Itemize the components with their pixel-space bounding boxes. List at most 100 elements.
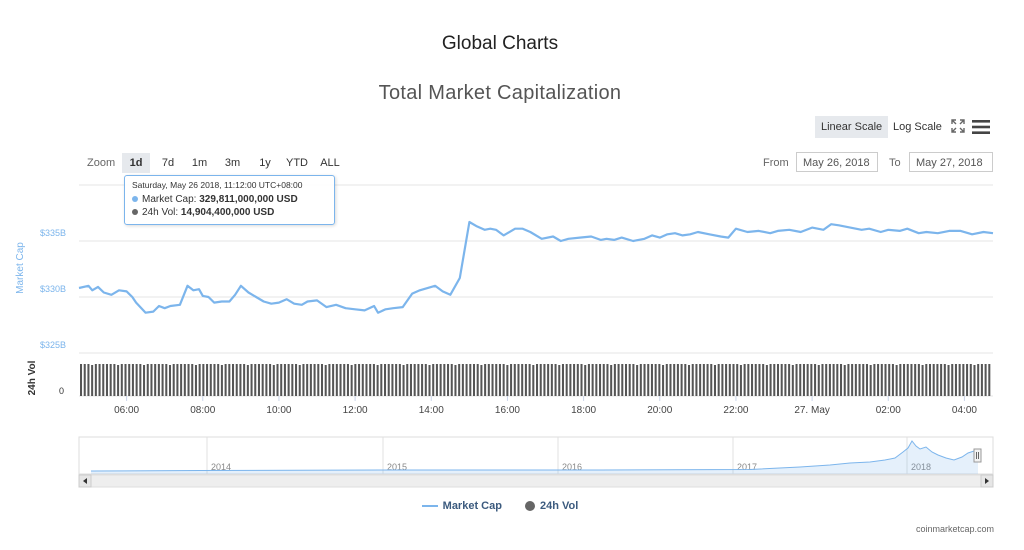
volume-bar bbox=[472, 364, 476, 396]
volume-bar bbox=[873, 364, 876, 396]
volume-bar bbox=[346, 364, 349, 396]
volume-bar bbox=[287, 364, 290, 396]
volume-bar bbox=[384, 364, 387, 396]
volume-bar bbox=[617, 364, 620, 396]
volume-bar bbox=[665, 364, 668, 396]
dot-icon bbox=[525, 501, 536, 512]
scrollbar-track[interactable] bbox=[78, 474, 994, 488]
volume-bar bbox=[217, 364, 220, 396]
volume-bar bbox=[758, 364, 761, 396]
volume-bar bbox=[313, 364, 316, 396]
volume-bar bbox=[602, 364, 605, 396]
zoom-button-ytd[interactable]: YTD bbox=[286, 157, 308, 169]
volume-bar bbox=[910, 364, 913, 396]
volume-bar bbox=[339, 364, 342, 396]
from-date-input[interactable]: May 26, 2018 bbox=[796, 152, 878, 172]
x-tick-label: 20:00 bbox=[647, 405, 672, 416]
linear-scale-button[interactable]: Linear Scale bbox=[815, 116, 889, 138]
volume-bar bbox=[773, 364, 776, 396]
volume-bar bbox=[524, 364, 527, 396]
legend-item-market-cap[interactable]: Market Cap bbox=[421, 500, 502, 512]
volume-bar bbox=[654, 364, 657, 396]
volume-bar bbox=[888, 364, 891, 396]
tooltip-market-cap-row: Market Cap: 329,811,000,000 USD bbox=[132, 193, 327, 206]
volume-bar bbox=[784, 364, 787, 396]
zoom-button-1m[interactable]: 1m bbox=[191, 157, 208, 169]
volume-bar bbox=[743, 364, 746, 396]
volume-bar bbox=[324, 365, 327, 396]
zoom-button-1d[interactable]: 1d bbox=[122, 153, 150, 173]
credits-link[interactable]: coinmarketcap.com bbox=[915, 524, 994, 534]
x-tick-label: 02:00 bbox=[876, 405, 901, 416]
volume-bar bbox=[587, 364, 590, 396]
volume-bar bbox=[684, 364, 687, 396]
volume-bar bbox=[235, 364, 238, 396]
volume-bar bbox=[628, 364, 631, 396]
volume-bar bbox=[895, 365, 898, 396]
zoom-button-all[interactable]: ALL bbox=[320, 157, 340, 169]
volume-bar bbox=[680, 364, 683, 396]
volume-bar bbox=[558, 365, 561, 396]
volume-bar bbox=[506, 365, 509, 396]
zoom-button-1y[interactable]: 1y bbox=[259, 157, 271, 169]
log-scale-button[interactable]: Log Scale bbox=[893, 121, 942, 133]
volume-bar bbox=[361, 364, 364, 396]
menu-icon[interactable] bbox=[972, 120, 990, 134]
volume-bar bbox=[706, 364, 709, 396]
volume-bar bbox=[328, 364, 331, 396]
volume-bar bbox=[228, 364, 231, 396]
legend-market-cap-label: Market Cap bbox=[442, 500, 502, 512]
volume-bar bbox=[802, 364, 805, 396]
volume-bar bbox=[105, 364, 108, 396]
volume-bar bbox=[265, 364, 268, 396]
navigator-handle[interactable] bbox=[973, 448, 982, 463]
navigator-tick-label: 2018 bbox=[911, 462, 931, 472]
volume-bar bbox=[917, 364, 920, 396]
volume-bar bbox=[454, 365, 457, 396]
volume-bar bbox=[139, 364, 142, 396]
volume-bar bbox=[580, 364, 583, 396]
zoom-button-7d[interactable]: 7d bbox=[161, 157, 175, 169]
navigator[interactable] bbox=[78, 436, 994, 475]
volume-bar bbox=[928, 364, 932, 396]
volume-bar bbox=[836, 364, 839, 396]
volume-bar bbox=[358, 364, 361, 396]
volume-bar bbox=[788, 364, 791, 396]
volume-bar bbox=[98, 364, 101, 396]
volume-bar bbox=[610, 365, 613, 396]
volume-bar bbox=[194, 365, 197, 396]
volume-bar bbox=[573, 364, 576, 396]
volume-bar bbox=[409, 364, 412, 396]
volume-bar bbox=[932, 364, 935, 396]
volume-bar bbox=[154, 364, 157, 396]
x-tick-label: 08:00 bbox=[190, 405, 215, 416]
volume-bar bbox=[335, 364, 338, 396]
volume-bar bbox=[432, 364, 435, 396]
zoom-button-3m[interactable]: 3m bbox=[224, 157, 241, 169]
volume-bar bbox=[769, 364, 772, 396]
volume-bar bbox=[376, 365, 379, 396]
volume-bar bbox=[539, 364, 542, 396]
volume-bar bbox=[465, 364, 468, 396]
fullscreen-icon[interactable] bbox=[950, 118, 966, 134]
volume-bar bbox=[354, 364, 357, 396]
volume-bar bbox=[925, 364, 928, 396]
volume-bar bbox=[491, 364, 494, 396]
volume-bar bbox=[732, 364, 735, 396]
volume-bar bbox=[395, 364, 398, 396]
volume-bar bbox=[157, 364, 160, 396]
volume-bar bbox=[302, 364, 305, 396]
legend-item-vol[interactable]: 24h Vol bbox=[525, 500, 578, 512]
volume-bar bbox=[765, 365, 768, 396]
volume-bar bbox=[658, 364, 661, 396]
volume-axis-title: 24h Vol bbox=[27, 360, 38, 395]
x-tick-label: 18:00 bbox=[571, 405, 596, 416]
volume-bar bbox=[443, 364, 446, 396]
to-date-input[interactable]: May 27, 2018 bbox=[909, 152, 993, 172]
volume-bar bbox=[380, 364, 383, 396]
volume-bar bbox=[528, 364, 531, 396]
volume-bar bbox=[461, 364, 464, 396]
from-label: From bbox=[763, 157, 789, 169]
tooltip-market-cap-value: 329,811,000,000 USD bbox=[199, 194, 298, 205]
volume-bar bbox=[365, 364, 368, 396]
